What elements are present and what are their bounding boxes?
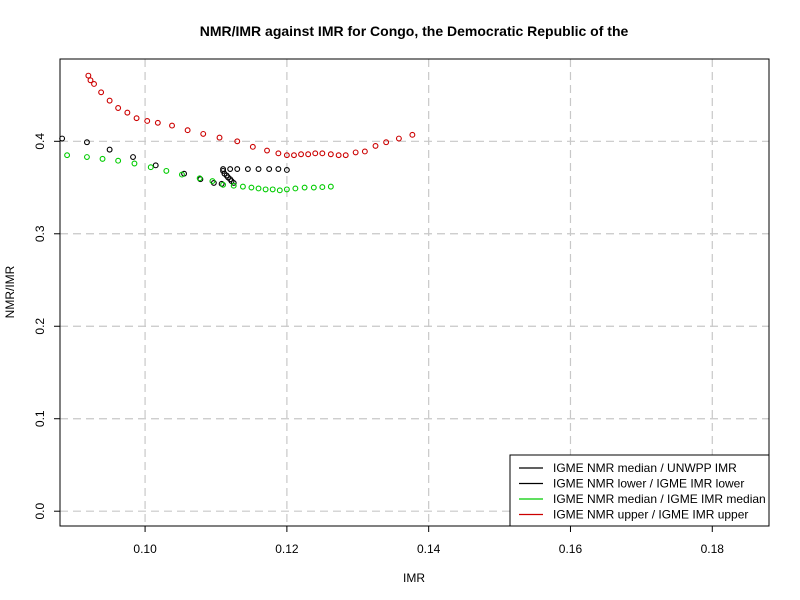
data-point — [83, 154, 90, 160]
data-point — [106, 97, 113, 104]
data-point — [130, 154, 136, 160]
data-point — [234, 138, 241, 145]
x-tick-label: 0.18 — [701, 542, 725, 556]
data-point — [91, 81, 97, 87]
data-point — [144, 118, 151, 124]
data-point — [283, 167, 290, 173]
data-point — [230, 182, 237, 189]
x-tick-label: 0.16 — [559, 542, 583, 556]
data-point — [264, 147, 270, 154]
x-tick-label: 0.14 — [417, 542, 441, 556]
legend-entry: IGME NMR upper / IGME IMR upper — [553, 508, 748, 522]
data-point — [409, 131, 416, 138]
data-point — [372, 142, 379, 149]
data-point — [197, 176, 204, 183]
chart-title: NMR/IMR against IMR for Congo, the Democ… — [200, 23, 629, 39]
data-point — [227, 166, 234, 172]
data-point — [283, 152, 290, 159]
x-tick-label: 0.12 — [275, 542, 299, 556]
y-tick-label: 0.0 — [33, 503, 47, 520]
y-tick-label: 0.2 — [33, 318, 47, 335]
data-point — [184, 127, 191, 134]
data-point — [147, 164, 154, 171]
legend: IGME NMR median / UNWPP IMR IGME NMR lowe… — [509, 454, 770, 527]
data-point — [275, 150, 282, 157]
y-tick-label: 0.4 — [33, 133, 47, 150]
data-point — [319, 150, 326, 157]
data-point — [133, 115, 140, 122]
series-3 — [64, 152, 334, 194]
data-point — [352, 149, 359, 156]
data-point — [85, 72, 92, 79]
data-point — [255, 166, 262, 172]
legend-entry: IGME NMR median / UNWPP IMR — [553, 461, 737, 475]
data-point — [115, 157, 122, 164]
data-point — [178, 171, 185, 178]
data-point — [98, 89, 105, 96]
data-point — [298, 151, 305, 158]
data-point — [310, 184, 317, 191]
data-point — [342, 152, 349, 159]
data-point — [361, 148, 368, 155]
data-point — [312, 150, 319, 157]
data-point — [216, 134, 223, 141]
data-point — [335, 152, 342, 159]
data-point — [220, 181, 227, 188]
data-point — [152, 162, 159, 169]
data-point — [383, 139, 390, 146]
data-point — [266, 166, 273, 172]
data-point — [131, 160, 138, 167]
y-tick-label: 0.1 — [33, 410, 47, 427]
data-point — [196, 175, 203, 182]
y-axis-label: NMR/IMR — [3, 265, 17, 318]
data-point — [169, 122, 175, 129]
data-point — [124, 109, 131, 116]
data-point — [83, 139, 90, 146]
data-point — [255, 185, 262, 192]
data-point — [395, 135, 402, 142]
y-tick-label: 0.3 — [33, 225, 47, 242]
x-tick-label: 0.10 — [133, 542, 157, 556]
data-point — [327, 151, 334, 158]
data-point — [234, 166, 241, 172]
data-point — [292, 185, 299, 192]
data-point — [319, 184, 326, 191]
data-point — [239, 183, 246, 190]
data-point — [115, 105, 122, 111]
data-point — [301, 184, 308, 191]
data-point — [305, 151, 312, 158]
data-point — [327, 183, 334, 190]
data-point — [249, 143, 256, 150]
data-point — [87, 77, 94, 84]
data-point — [154, 119, 161, 126]
plot-frame — [59, 58, 770, 527]
data-point — [269, 186, 276, 193]
data-points — [59, 72, 416, 194]
data-point — [64, 152, 71, 159]
data-point — [99, 155, 106, 162]
data-point — [106, 146, 113, 153]
y-axis: 0.0 0.1 0.2 0.3 0.4 — [33, 133, 60, 520]
data-point — [283, 186, 290, 193]
data-point — [275, 166, 282, 172]
x-axis-label: IMR — [403, 571, 425, 585]
data-point — [262, 186, 269, 193]
legend-entry: IGME NMR lower / IGME IMR lower — [553, 477, 744, 491]
data-point — [230, 179, 237, 186]
data-point — [276, 187, 283, 194]
data-point — [244, 166, 251, 172]
data-point — [163, 167, 170, 174]
x-axis: 0.10 0.12 0.14 0.16 0.18 — [133, 526, 724, 556]
series-1 — [220, 166, 290, 173]
series-4 — [85, 72, 416, 159]
data-point — [209, 178, 216, 185]
legend-entry: IGME NMR median / IGME IMR median — [553, 492, 766, 506]
legend-box — [509, 454, 770, 527]
data-point — [248, 184, 255, 191]
data-point — [200, 130, 207, 137]
data-point — [291, 152, 297, 159]
